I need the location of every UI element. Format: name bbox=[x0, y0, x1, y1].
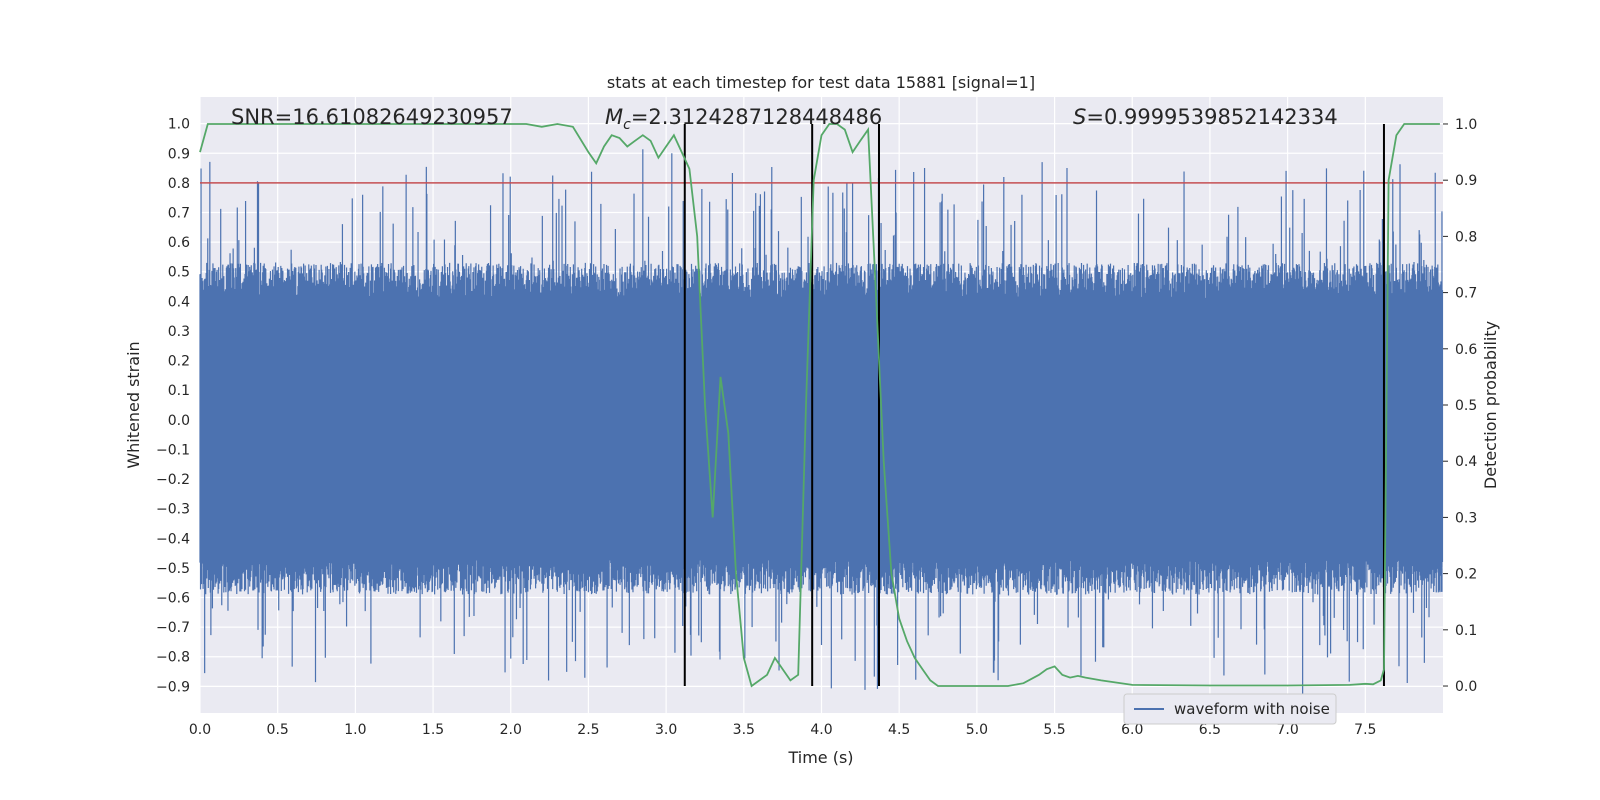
snr-annotation: SNR=16.61082649230957 bbox=[231, 105, 513, 129]
y-tick-label: 0.8 bbox=[168, 176, 190, 192]
y2-axis-label: Detection probability bbox=[1481, 321, 1500, 489]
x-tick-label: 2.0 bbox=[500, 722, 522, 738]
mc-value: =2.3124287128448486 bbox=[631, 105, 882, 129]
x-tick-label: 2.5 bbox=[577, 722, 599, 738]
y2-tick-label: 0.7 bbox=[1455, 286, 1477, 302]
waveform-series bbox=[199, 149, 1444, 695]
y-tick-label: 1.0 bbox=[168, 117, 190, 133]
y2-axis-ticks: 1.0 0.9 0.8 0.7 0.6 0.5 0.4 0.3 0.2 0.1 0.0 bbox=[1443, 117, 1477, 695]
y2-tick-label: 0.5 bbox=[1455, 398, 1477, 414]
y-tick-label: 0.7 bbox=[168, 206, 190, 222]
s-symbol: S bbox=[1073, 105, 1086, 129]
y-tick-label: 0.4 bbox=[168, 294, 190, 310]
y-tick-label: −0.3 bbox=[156, 502, 190, 518]
y2-tick-label: 0.1 bbox=[1455, 623, 1477, 639]
x-tick-label: 6.0 bbox=[1121, 722, 1143, 738]
y-tick-label: 0.6 bbox=[168, 235, 190, 251]
y2-tick-label: 1.0 bbox=[1455, 117, 1477, 133]
legend-label: waveform with noise bbox=[1174, 700, 1330, 718]
waveform-core bbox=[200, 298, 1443, 559]
x-axis-label: Time (s) bbox=[787, 748, 853, 767]
y2-tick-label: 0.9 bbox=[1455, 173, 1477, 189]
x-tick-label: 0.0 bbox=[189, 722, 211, 738]
x-tick-label: 4.0 bbox=[810, 722, 832, 738]
y-tick-label: −0.8 bbox=[156, 650, 190, 666]
y-axis-ticks: 1.0 0.9 0.8 0.7 0.6 0.5 0.4 0.3 0.2 0.1 0.0 −0.1 −0.… bbox=[156, 117, 190, 696]
s-annotation: S=0.9999539852142334 bbox=[1073, 105, 1338, 129]
y-tick-label: 0.9 bbox=[168, 146, 190, 162]
x-tick-label: 6.5 bbox=[1199, 722, 1221, 738]
x-tick-label: 7.0 bbox=[1276, 722, 1298, 738]
y-tick-label: −0.1 bbox=[156, 442, 190, 458]
x-tick-label: 1.5 bbox=[422, 722, 444, 738]
y-tick-label: 0.3 bbox=[168, 324, 190, 340]
y-tick-label: 0.2 bbox=[168, 354, 190, 370]
y-tick-label: −0.5 bbox=[156, 561, 190, 577]
x-tick-label: 3.5 bbox=[733, 722, 755, 738]
x-tick-label: 7.5 bbox=[1354, 722, 1376, 738]
y-tick-label: 0.1 bbox=[168, 383, 190, 399]
chart-title: stats at each timestep for test data 158… bbox=[607, 73, 1035, 92]
y-axis-label: Whitened strain bbox=[124, 341, 143, 468]
y2-tick-label: 0.2 bbox=[1455, 567, 1477, 583]
legend: waveform with noise bbox=[1123, 693, 1337, 725]
y2-tick-label: 0.0 bbox=[1455, 679, 1477, 695]
x-tick-label: 5.5 bbox=[1043, 722, 1065, 738]
s-value: =0.9999539852142334 bbox=[1086, 105, 1337, 129]
y-tick-label: 0.0 bbox=[168, 413, 190, 429]
x-tick-label: 1.0 bbox=[344, 722, 366, 738]
y-tick-label: −0.4 bbox=[156, 531, 190, 547]
y2-tick-label: 0.8 bbox=[1455, 229, 1477, 245]
legend-box bbox=[1123, 693, 1337, 725]
y2-tick-label: 0.6 bbox=[1455, 342, 1477, 358]
probability-line bbox=[199, 123, 1440, 688]
mc-annotation: Mc=2.3124287128448486 bbox=[605, 105, 882, 133]
y-tick-label: −0.9 bbox=[156, 679, 190, 695]
x-tick-label: 0.5 bbox=[267, 722, 289, 738]
y-tick-label: −0.7 bbox=[156, 620, 190, 636]
mc-symbol: M bbox=[605, 105, 623, 129]
y-tick-label: −0.2 bbox=[156, 472, 190, 488]
x-tick-label: 4.5 bbox=[888, 722, 910, 738]
x-tick-label: 5.0 bbox=[966, 722, 988, 738]
x-tick-label: 3.0 bbox=[655, 722, 677, 738]
y-tick-label: −0.6 bbox=[156, 591, 190, 607]
mc-subscript: c bbox=[623, 117, 631, 133]
y-tick-label: 0.5 bbox=[168, 265, 190, 281]
x-axis-ticks: 0.0 0.5 1.0 1.5 2.0 2.5 3.0 3.5 4.0 4.5 5.0 5.5 6.0 6… bbox=[189, 722, 1377, 738]
y2-tick-label: 0.3 bbox=[1455, 510, 1477, 526]
y2-tick-label: 0.4 bbox=[1455, 454, 1477, 470]
